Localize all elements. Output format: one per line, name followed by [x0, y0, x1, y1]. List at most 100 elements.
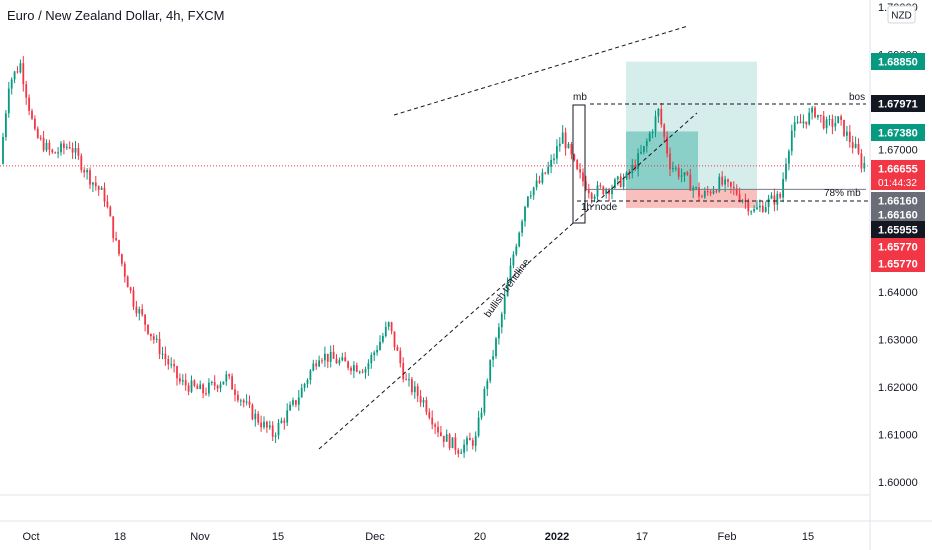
candle-body	[637, 153, 639, 170]
candle-body	[579, 169, 581, 173]
candle-body	[437, 426, 439, 433]
candle	[602, 185, 605, 196]
candle-body	[176, 366, 178, 379]
candle-body	[715, 190, 718, 192]
candle	[709, 189, 712, 197]
candle	[83, 167, 86, 178]
candle-body	[161, 353, 164, 355]
candle	[28, 94, 30, 116]
candle	[547, 161, 550, 175]
candle-body	[361, 371, 364, 373]
candle-body	[408, 379, 410, 381]
candle-body	[364, 369, 367, 373]
node-label: 1h node	[581, 202, 618, 213]
candle-body	[605, 189, 608, 195]
candle	[353, 361, 355, 379]
candle	[321, 358, 323, 364]
candle	[643, 145, 645, 155]
candle-body	[384, 326, 387, 336]
candle-body	[126, 276, 129, 288]
currency-badge[interactable]: NZD	[887, 5, 916, 24]
price-tag-box	[871, 238, 925, 255]
candle-body	[466, 438, 468, 445]
candle-body	[10, 79, 13, 89]
candle	[170, 357, 173, 369]
candle	[413, 381, 416, 399]
mb-range-box[interactable]	[572, 104, 586, 224]
candle	[848, 124, 851, 148]
candle-body	[277, 422, 280, 436]
currency-badge-box[interactable]	[887, 5, 916, 24]
candle	[144, 314, 146, 332]
plot-area[interactable]: mb bos 1h node 78% mb bullish trendline	[0, 25, 870, 458]
candle-body	[350, 367, 352, 371]
candle-body	[544, 172, 547, 174]
upper-channel-line[interactable]	[393, 25, 689, 116]
candle-body	[260, 422, 262, 428]
candle-body	[442, 435, 445, 442]
price-tag-box	[871, 255, 925, 272]
candle-body	[706, 191, 709, 193]
candle	[558, 137, 561, 152]
candle-body	[115, 238, 117, 241]
candle	[60, 140, 62, 156]
candle	[179, 373, 181, 385]
candle	[242, 398, 245, 408]
candle	[370, 352, 373, 369]
candle-body	[573, 154, 576, 161]
candle-body	[80, 155, 83, 171]
candle	[364, 366, 367, 379]
candle-body	[564, 132, 567, 149]
candle-body	[776, 193, 779, 205]
candle-body	[173, 364, 175, 367]
candle-body	[587, 190, 590, 194]
candle	[65, 143, 68, 150]
candle-body	[553, 158, 555, 160]
candle	[843, 119, 845, 138]
candle-body	[390, 322, 393, 332]
x-tick-label: 17	[636, 531, 648, 543]
candle	[405, 373, 407, 381]
candle-body	[210, 382, 213, 384]
bullish-trendline[interactable]	[318, 112, 698, 450]
price-tag: 1.65770	[871, 238, 925, 255]
candle-body	[599, 185, 602, 187]
candle-body	[561, 132, 564, 144]
candle	[564, 127, 567, 156]
candle	[382, 332, 384, 344]
candle	[129, 286, 132, 294]
candle	[150, 333, 152, 341]
candle-body	[416, 386, 419, 397]
candle	[277, 418, 280, 440]
candle	[210, 380, 213, 386]
candle	[63, 140, 65, 155]
candle	[727, 178, 729, 188]
stop-loss-zone[interactable]	[626, 189, 757, 208]
candle	[561, 125, 564, 144]
candle-body	[756, 207, 758, 210]
candle	[802, 114, 805, 129]
candle	[579, 163, 581, 179]
candle-body	[431, 417, 434, 425]
candle	[106, 194, 109, 209]
x-tick-label: Dec	[365, 531, 385, 543]
candle	[283, 417, 286, 430]
candle	[89, 167, 91, 190]
candle-body	[666, 136, 668, 154]
candle	[541, 168, 544, 185]
candle	[45, 139, 48, 153]
candle	[498, 323, 500, 345]
candle	[208, 378, 210, 397]
candle	[706, 185, 709, 196]
candle-body	[239, 400, 242, 402]
candle	[2, 132, 4, 165]
currency-badge-label: NZD	[891, 11, 912, 22]
candle	[445, 429, 448, 442]
partial-target-zone[interactable]	[626, 131, 698, 190]
candle	[36, 126, 39, 139]
candle	[376, 345, 378, 356]
candle-body	[848, 131, 851, 142]
candle-body	[770, 195, 773, 199]
